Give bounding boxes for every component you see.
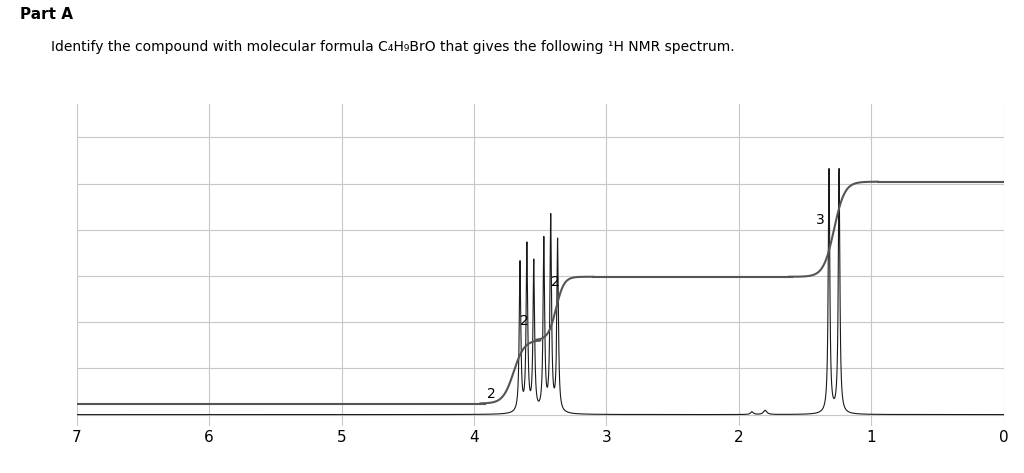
Text: 2: 2 — [551, 275, 559, 289]
Text: 2: 2 — [520, 314, 529, 328]
Text: Identify the compound with molecular formula C₄H₉BrO that gives the following ¹H: Identify the compound with molecular for… — [51, 40, 735, 54]
Text: 2: 2 — [487, 387, 496, 401]
Text: 3: 3 — [815, 213, 824, 227]
Text: Part A: Part A — [20, 7, 74, 22]
